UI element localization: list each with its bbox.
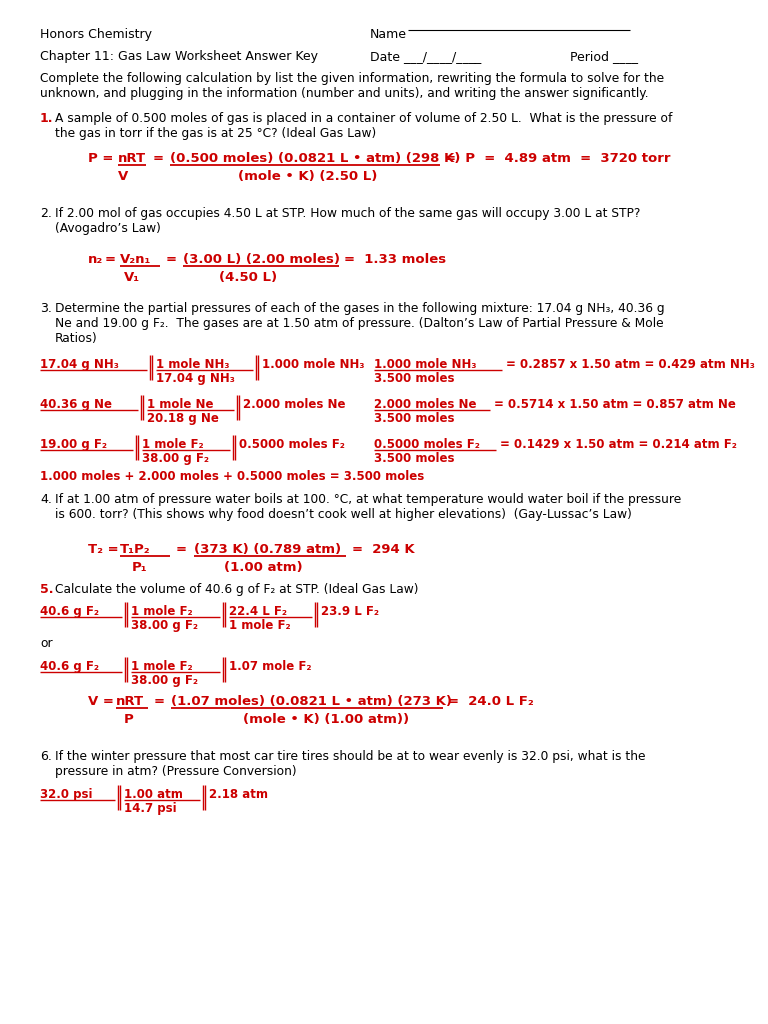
Text: 1 mole NH₃: 1 mole NH₃ <box>156 358 230 371</box>
Text: P =: P = <box>88 152 114 165</box>
Text: (1.00 atm): (1.00 atm) <box>224 561 303 574</box>
Text: (3.00 L) (2.00 moles): (3.00 L) (2.00 moles) <box>183 253 340 266</box>
Text: 2.: 2. <box>40 207 52 220</box>
Text: n₂: n₂ <box>88 253 103 266</box>
Text: 1.000 mole NH₃: 1.000 mole NH₃ <box>262 358 365 371</box>
Text: 1.000 mole NH₃: 1.000 mole NH₃ <box>374 358 476 371</box>
Text: 2.000 moles Ne: 2.000 moles Ne <box>243 398 346 411</box>
Text: If at 1.00 atm of pressure water boils at 100. °C, at what temperature would wat: If at 1.00 atm of pressure water boils a… <box>55 493 681 521</box>
Text: 38.00 g F₂: 38.00 g F₂ <box>131 674 198 687</box>
Text: 0.5000 moles F₂: 0.5000 moles F₂ <box>374 438 480 451</box>
Text: V₁: V₁ <box>124 271 140 284</box>
Text: =: = <box>105 253 116 266</box>
Text: (mole • K) (1.00 atm)): (mole • K) (1.00 atm)) <box>243 713 409 726</box>
Text: 1 mole F₂: 1 mole F₂ <box>131 660 193 673</box>
Text: (373 K) (0.789 atm): (373 K) (0.789 atm) <box>194 543 341 556</box>
Text: 38.00 g F₂: 38.00 g F₂ <box>131 618 198 632</box>
Text: Chapter 11: Gas Law Worksheet Answer Key: Chapter 11: Gas Law Worksheet Answer Key <box>40 50 318 63</box>
Text: 6.: 6. <box>40 750 52 763</box>
Text: (mole • K) (2.50 L): (mole • K) (2.50 L) <box>238 170 377 183</box>
Text: P: P <box>124 713 134 726</box>
Text: V₂n₁: V₂n₁ <box>120 253 151 266</box>
Text: 1 mole Ne: 1 mole Ne <box>147 398 214 411</box>
Text: 4.: 4. <box>40 493 52 506</box>
Text: 1.: 1. <box>40 112 54 125</box>
Text: 40.36 g Ne: 40.36 g Ne <box>40 398 112 411</box>
Text: 1 mole F₂: 1 mole F₂ <box>142 438 204 451</box>
Text: nRT: nRT <box>116 695 144 708</box>
Text: 3.500 moles: 3.500 moles <box>374 372 455 385</box>
Text: 1.00 atm: 1.00 atm <box>124 788 183 801</box>
Text: V: V <box>118 170 128 183</box>
Text: 3.500 moles: 3.500 moles <box>374 412 455 425</box>
Text: T₁P₂: T₁P₂ <box>120 543 151 556</box>
Text: 1.000 moles + 2.000 moles + 0.5000 moles = 3.500 moles: 1.000 moles + 2.000 moles + 0.5000 moles… <box>40 470 424 483</box>
Text: Period ____: Period ____ <box>570 50 638 63</box>
Text: 23.9 L F₂: 23.9 L F₂ <box>321 605 379 618</box>
Text: (4.50 L): (4.50 L) <box>219 271 277 284</box>
Text: 17.04 g NH₃: 17.04 g NH₃ <box>156 372 235 385</box>
Text: 14.7 psi: 14.7 psi <box>124 802 177 815</box>
Text: 1.07 mole F₂: 1.07 mole F₂ <box>229 660 312 673</box>
Text: = 0.1429 x 1.50 atm = 0.214 atm F₂: = 0.1429 x 1.50 atm = 0.214 atm F₂ <box>500 438 737 451</box>
Text: 1 mole F₂: 1 mole F₂ <box>229 618 290 632</box>
Text: (1.07 moles) (0.0821 L • atm) (273 K): (1.07 moles) (0.0821 L • atm) (273 K) <box>171 695 452 708</box>
Text: =  294 K: = 294 K <box>352 543 415 556</box>
Text: If 2.00 mol of gas occupies 4.50 L at STP. How much of the same gas will occupy : If 2.00 mol of gas occupies 4.50 L at ST… <box>55 207 641 234</box>
Text: Name: Name <box>370 28 407 41</box>
Text: 38.00 g F₂: 38.00 g F₂ <box>142 452 209 465</box>
Text: Determine the partial pressures of each of the gases in the following mixture: 1: Determine the partial pressures of each … <box>55 302 664 345</box>
Text: Honors Chemistry: Honors Chemistry <box>40 28 152 41</box>
Text: =  1.33 moles: = 1.33 moles <box>344 253 446 266</box>
Text: =: = <box>154 695 165 708</box>
Text: =: = <box>153 152 164 165</box>
Text: = 0.5714 x 1.50 atm = 0.857 atm Ne: = 0.5714 x 1.50 atm = 0.857 atm Ne <box>494 398 736 411</box>
Text: V =: V = <box>88 695 114 708</box>
Text: 2.000 moles Ne: 2.000 moles Ne <box>374 398 476 411</box>
Text: 3.: 3. <box>40 302 52 315</box>
Text: 1 mole F₂: 1 mole F₂ <box>131 605 193 618</box>
Text: 40.6 g F₂: 40.6 g F₂ <box>40 605 99 618</box>
Text: T₂ =: T₂ = <box>88 543 118 556</box>
Text: 22.4 L F₂: 22.4 L F₂ <box>229 605 287 618</box>
Text: 3.500 moles: 3.500 moles <box>374 452 455 465</box>
Text: If the winter pressure that most car tire tires should be at to wear evenly is 3: If the winter pressure that most car tir… <box>55 750 645 778</box>
Text: =  24.0 L F₂: = 24.0 L F₂ <box>448 695 534 708</box>
Text: 32.0 psi: 32.0 psi <box>40 788 92 801</box>
Text: =: = <box>176 543 187 556</box>
Text: (0.500 moles) (0.0821 L • atm) (298 K): (0.500 moles) (0.0821 L • atm) (298 K) <box>170 152 460 165</box>
Text: 17.04 g NH₃: 17.04 g NH₃ <box>40 358 119 371</box>
Text: 19.00 g F₂: 19.00 g F₂ <box>40 438 107 451</box>
Text: =  P  =  4.89 atm  =  3720 torr: = P = 4.89 atm = 3720 torr <box>445 152 670 165</box>
Text: Complete the following calculation by list the given information, rewriting the : Complete the following calculation by li… <box>40 72 664 100</box>
Text: = 0.2857 x 1.50 atm = 0.429 atm NH₃: = 0.2857 x 1.50 atm = 0.429 atm NH₃ <box>506 358 755 371</box>
Text: Date ___/____/____: Date ___/____/____ <box>370 50 482 63</box>
Text: nRT: nRT <box>118 152 146 165</box>
Text: =: = <box>166 253 177 266</box>
Text: or: or <box>40 637 53 650</box>
Text: A sample of 0.500 moles of gas is placed in a container of volume of 2.50 L.  Wh: A sample of 0.500 moles of gas is placed… <box>55 112 672 140</box>
Text: Calculate the volume of 40.6 g of F₂ at STP. (Ideal Gas Law): Calculate the volume of 40.6 g of F₂ at … <box>55 583 419 596</box>
Text: 40.6 g F₂: 40.6 g F₂ <box>40 660 99 673</box>
Text: 0.5000 moles F₂: 0.5000 moles F₂ <box>239 438 345 451</box>
Text: 20.18 g Ne: 20.18 g Ne <box>147 412 219 425</box>
Text: P₁: P₁ <box>132 561 147 574</box>
Text: 2.18 atm: 2.18 atm <box>209 788 268 801</box>
Text: 5.: 5. <box>40 583 54 596</box>
